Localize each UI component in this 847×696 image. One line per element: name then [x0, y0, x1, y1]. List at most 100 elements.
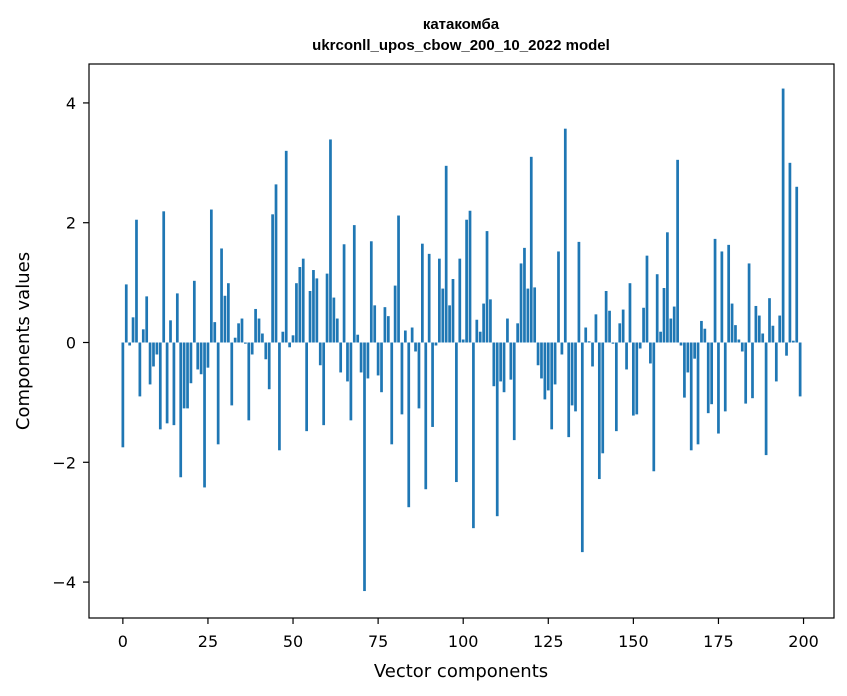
- x-ticks: 0 25 50 75 100 125 150 175 200: [118, 618, 819, 651]
- x-tick-label: 0: [118, 632, 128, 651]
- bar-106: [482, 303, 485, 343]
- bar-185: [751, 342, 754, 399]
- bar-140: [597, 342, 601, 480]
- bar-69: [356, 334, 360, 343]
- bar-161: [669, 318, 673, 343]
- bar-63: [335, 318, 339, 343]
- bar-19: [186, 342, 189, 409]
- bar-116: [516, 323, 520, 343]
- bar-136: [584, 327, 588, 343]
- bar-160: [666, 232, 669, 343]
- bar-162: [672, 306, 676, 343]
- bar-138: [591, 342, 594, 367]
- bar-123: [540, 342, 543, 379]
- bar-184: [747, 263, 751, 343]
- bar-30: [223, 295, 227, 343]
- bar-98: [455, 342, 458, 483]
- x-tick-label: 100: [448, 632, 479, 651]
- bar-39: [254, 308, 257, 343]
- bar-120: [529, 156, 533, 343]
- bar-129: [560, 342, 564, 355]
- bar-75: [376, 342, 380, 376]
- bar-193: [778, 315, 782, 343]
- bar-165: [683, 342, 686, 398]
- bar-134: [577, 241, 581, 343]
- bar-122: [536, 342, 540, 366]
- bar-132: [570, 342, 574, 406]
- bar-15: [172, 342, 176, 426]
- bar-76: [380, 342, 383, 393]
- bar-40: [257, 318, 261, 343]
- bar-172: [706, 342, 710, 414]
- bar-154: [645, 255, 649, 343]
- bar-37: [247, 342, 251, 421]
- bar-124: [543, 342, 547, 400]
- bar-151: [635, 342, 639, 415]
- bar-152: [638, 342, 642, 349]
- bar-80: [393, 285, 397, 343]
- x-tick-label: 125: [533, 632, 564, 651]
- bar-143: [608, 310, 611, 343]
- bar-22: [196, 342, 200, 370]
- bar-83: [403, 330, 407, 343]
- bar-170: [700, 320, 703, 343]
- bar-114: [509, 342, 513, 380]
- bar-156: [652, 342, 656, 472]
- bar-186: [754, 305, 758, 343]
- bar-135: [580, 342, 584, 553]
- bar-71: [363, 342, 366, 592]
- bar-133: [574, 342, 577, 412]
- bar-103: [472, 342, 475, 529]
- bar-86: [414, 342, 417, 352]
- bar-177: [723, 342, 727, 412]
- bar-29: [220, 248, 223, 343]
- bar-182: [740, 342, 744, 352]
- bar-68: [352, 225, 356, 343]
- bar-190: [768, 298, 771, 343]
- y-tick-label: −4: [52, 573, 76, 592]
- bar-84: [407, 342, 411, 508]
- bar-139: [594, 314, 598, 343]
- bar-194: [781, 88, 785, 343]
- plot-frame: [88, 63, 835, 619]
- bar-4: [135, 219, 138, 343]
- bar-73: [369, 241, 373, 343]
- bar-24: [203, 342, 206, 488]
- x-tick-label: 200: [788, 632, 819, 651]
- bar-144: [611, 342, 615, 344]
- bar-92: [434, 342, 438, 346]
- bar-102: [468, 210, 472, 343]
- bar-65: [342, 244, 346, 343]
- bar-171: [703, 328, 707, 343]
- bar-187: [757, 315, 761, 343]
- x-tick-label: 50: [283, 632, 303, 651]
- bar-96: [448, 305, 451, 343]
- bar-110: [495, 342, 499, 517]
- bar-189: [764, 342, 768, 456]
- bar-81: [397, 215, 400, 343]
- bar-64: [339, 342, 343, 373]
- y-axis-label: Components values: [13, 252, 34, 430]
- y-tick-label: 4: [66, 94, 76, 113]
- bar-183: [744, 342, 748, 404]
- bar-155: [649, 342, 652, 364]
- bar-159: [662, 288, 666, 343]
- bar-168: [693, 342, 696, 359]
- bar-94: [441, 288, 445, 343]
- y-tick-label: −2: [52, 453, 76, 472]
- bar-36: [244, 342, 247, 344]
- bar-42: [264, 342, 268, 360]
- x-axis-label: Vector components: [374, 661, 548, 682]
- bar-107: [485, 231, 489, 343]
- bar-0: [121, 342, 125, 448]
- x-tick-label: 150: [618, 632, 649, 651]
- bars-group: [121, 88, 802, 592]
- bar-131: [567, 342, 571, 438]
- bar-2: [128, 342, 132, 346]
- bar-146: [618, 323, 622, 343]
- bar-59: [322, 342, 326, 426]
- bar-191: [771, 325, 775, 343]
- bar-1: [124, 284, 128, 343]
- bar-95: [444, 165, 448, 343]
- bar-128: [557, 251, 560, 343]
